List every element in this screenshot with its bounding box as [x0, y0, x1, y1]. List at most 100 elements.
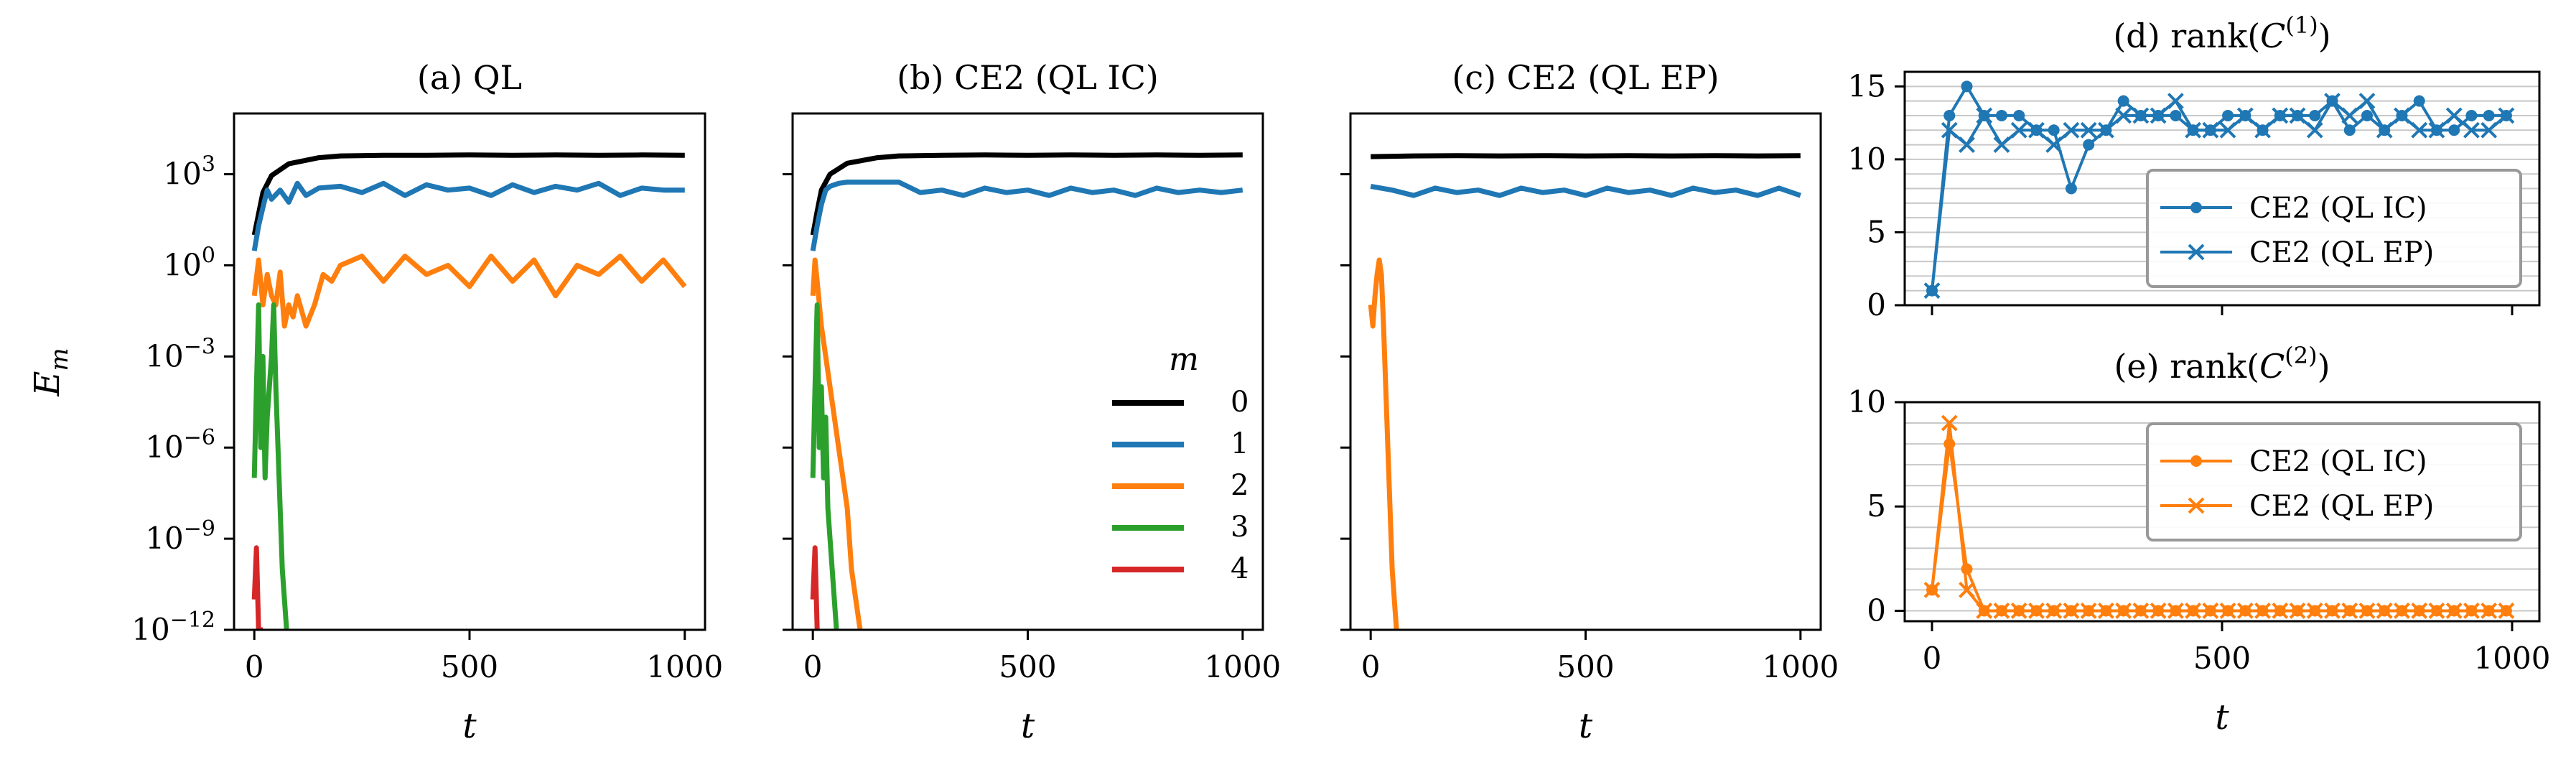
marker-point — [2063, 121, 2080, 139]
legend-label: 2 — [1231, 469, 1249, 502]
legend-swatch-marker — [2188, 497, 2205, 514]
x-tick-label: 1000 — [1762, 649, 1839, 684]
marker-point — [1976, 603, 1993, 619]
marker-point — [2236, 107, 2254, 124]
plot-area-0 — [251, 152, 687, 630]
marker-point — [1941, 121, 1958, 139]
chart-title-4: (e) rank(C(2)) — [2114, 342, 2330, 386]
x-tick-label: 500 — [441, 649, 498, 684]
legend-label: CE2 (QL IC) — [2249, 445, 2427, 478]
marker-point — [2481, 603, 2498, 619]
x-tick-label: 500 — [999, 649, 1056, 684]
marker-point — [2065, 182, 2077, 195]
marker-point — [2083, 139, 2095, 151]
x-axis-label: t — [1021, 706, 1035, 746]
plot-area-1 — [810, 152, 1243, 630]
marker-point — [2010, 121, 2027, 139]
y-tick-label: 10−6 — [145, 425, 215, 465]
chart-title-3: (d) rank(C(1)) — [2113, 11, 2330, 55]
marker-point — [2132, 107, 2150, 124]
x-tick-label: 1000 — [2474, 641, 2551, 676]
marker-point — [2341, 603, 2358, 619]
marker-point — [2445, 107, 2463, 124]
marker-point — [2498, 107, 2515, 124]
marker-point — [2132, 603, 2150, 619]
marker-point — [2306, 121, 2323, 139]
marker-point — [2394, 603, 2410, 619]
marker-point — [2222, 109, 2234, 121]
marker-point — [2115, 603, 2132, 619]
x-tick-label: 1000 — [646, 649, 723, 684]
marker-point — [1923, 282, 1941, 299]
marker-point — [2272, 107, 2289, 124]
series-line-4-1 — [1931, 422, 2506, 613]
marker-point — [1943, 109, 1956, 121]
marker-point — [2167, 93, 2184, 110]
y-axis-label: Em — [27, 348, 74, 396]
x-axis-label: t — [1579, 706, 1593, 746]
marker-point — [2309, 109, 2321, 121]
chart-title-2: (c) CE2 (QL EP) — [1452, 58, 1719, 97]
y-tick-label: 0 — [1867, 287, 1886, 322]
x-axis-label: t — [2215, 697, 2229, 738]
chart-title-1: (b) CE2 (QL IC) — [897, 58, 1159, 97]
x-tick-label: 500 — [1557, 649, 1614, 684]
legend-label: CE2 (QL EP) — [2249, 236, 2434, 269]
marker-point — [2254, 603, 2271, 619]
marker-point — [1993, 603, 2010, 619]
legend-swatch-marker — [2188, 243, 2205, 261]
legend-label: 0 — [1231, 386, 1249, 419]
marker-point — [2411, 603, 2428, 619]
chart-title-0: (a) QL — [417, 58, 522, 97]
marker-point — [2445, 603, 2463, 619]
marker-point — [2115, 107, 2132, 124]
marker-point — [2150, 603, 2167, 619]
marker-point — [2150, 107, 2167, 124]
marker-point — [2361, 109, 2373, 121]
marker-point — [2481, 121, 2498, 139]
marker-point — [2498, 603, 2515, 619]
marker-point — [2289, 603, 2306, 619]
marker-point — [2463, 121, 2480, 139]
y-tick-label: 15 — [1848, 68, 1886, 103]
y-tick-label: 10−9 — [145, 516, 215, 556]
marker-point — [2428, 121, 2445, 139]
marker-point — [2343, 124, 2356, 136]
marker-point — [2463, 603, 2480, 619]
marker-point — [2010, 603, 2027, 619]
x-axis-label: t — [462, 706, 477, 746]
x-tick-label: 500 — [2193, 641, 2251, 676]
marker-point — [2324, 603, 2341, 619]
series-line-4 — [251, 545, 263, 630]
marker-point — [2376, 121, 2393, 139]
marker-point — [2048, 124, 2060, 136]
marker-point — [2411, 121, 2428, 139]
series-line-2 — [251, 254, 687, 329]
marker-point — [2045, 136, 2063, 153]
marker-point — [2170, 109, 2182, 121]
series-line-2 — [810, 257, 863, 630]
legend-label: CE2 (QL IC) — [2249, 192, 2427, 225]
marker-point — [2376, 603, 2393, 619]
series-line-0 — [810, 152, 1243, 236]
series-line-0 — [1371, 153, 1801, 159]
legend-label: 1 — [1231, 427, 1249, 460]
y-tick-label: 5 — [1867, 214, 1886, 249]
marker-point — [2358, 93, 2376, 110]
y-tick-label: 5 — [1867, 488, 1886, 524]
marker-point — [2483, 109, 2495, 121]
marker-point — [2097, 603, 2114, 619]
marker-point — [2202, 121, 2219, 139]
y-tick-label: 10−3 — [145, 334, 215, 373]
marker-point — [1941, 414, 1958, 432]
y-tick-label: 0 — [1867, 592, 1886, 628]
legend-box-4 — [2146, 422, 2522, 541]
x-tick-label: 1000 — [1204, 649, 1281, 684]
marker-point — [1959, 136, 1975, 153]
marker-point — [2324, 93, 2341, 110]
series-line-1 — [1370, 183, 1801, 198]
marker-point — [1995, 109, 2007, 121]
x-tick-label: 0 — [803, 649, 823, 684]
marker-point — [2202, 603, 2219, 619]
